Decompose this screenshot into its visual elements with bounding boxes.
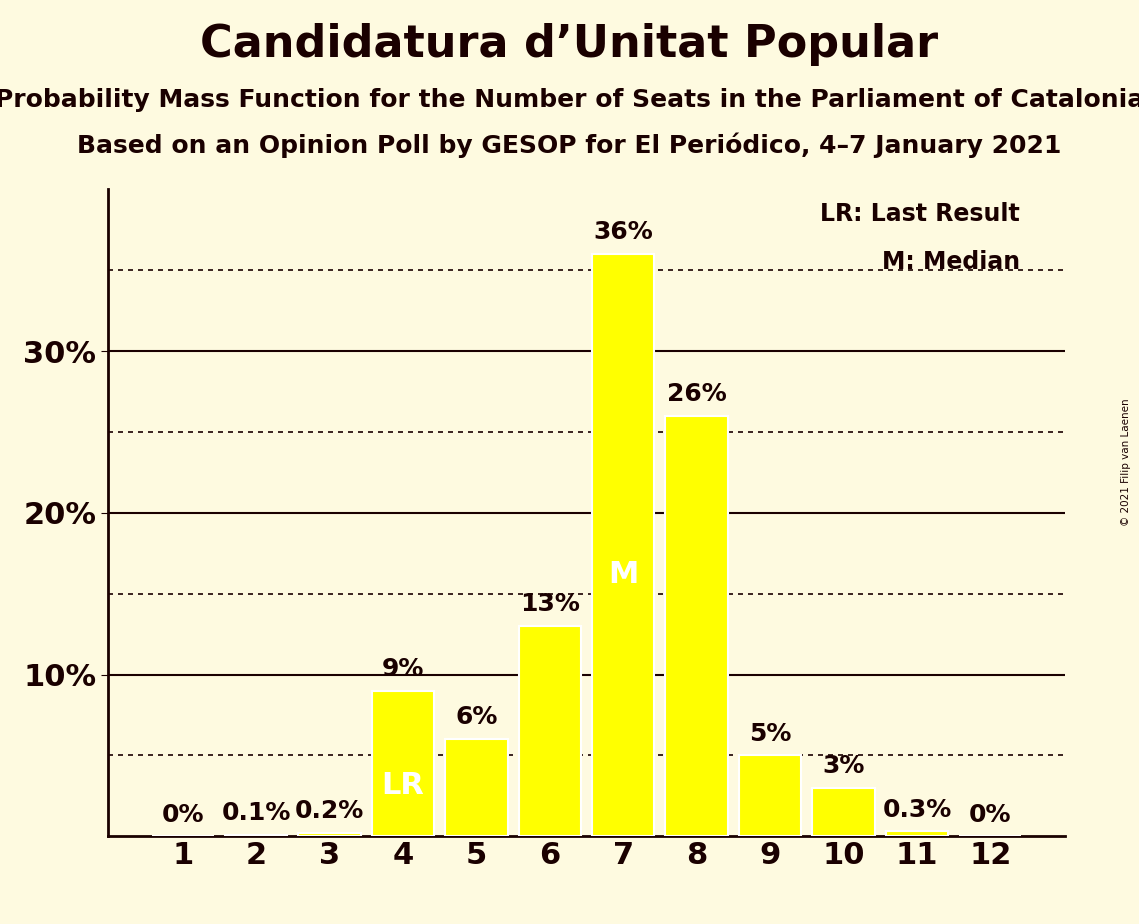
Text: Probability Mass Function for the Number of Seats in the Parliament of Catalonia: Probability Mass Function for the Number… bbox=[0, 88, 1139, 112]
Bar bbox=[518, 626, 581, 836]
Bar bbox=[665, 416, 728, 836]
Text: Based on an Opinion Poll by GESOP for El Periódico, 4–7 January 2021: Based on an Opinion Poll by GESOP for El… bbox=[77, 132, 1062, 158]
Text: M: Median: M: Median bbox=[882, 250, 1019, 274]
Text: 0.2%: 0.2% bbox=[295, 799, 364, 823]
Bar bbox=[812, 787, 875, 836]
Text: LR: LR bbox=[382, 771, 425, 800]
Text: 6%: 6% bbox=[456, 706, 498, 730]
Bar bbox=[372, 691, 434, 836]
Text: 26%: 26% bbox=[666, 383, 727, 407]
Bar bbox=[739, 756, 801, 836]
Text: 0%: 0% bbox=[162, 803, 204, 827]
Text: 3%: 3% bbox=[822, 754, 865, 778]
Text: M: M bbox=[608, 560, 639, 589]
Text: 0%: 0% bbox=[969, 803, 1011, 827]
Text: © 2021 Filip van Laenen: © 2021 Filip van Laenen bbox=[1121, 398, 1131, 526]
Text: 0.1%: 0.1% bbox=[222, 801, 290, 825]
Bar bbox=[226, 834, 287, 836]
Text: 0.3%: 0.3% bbox=[883, 797, 951, 821]
Text: 36%: 36% bbox=[593, 221, 653, 244]
Text: LR: Last Result: LR: Last Result bbox=[820, 201, 1019, 225]
Bar bbox=[886, 832, 948, 836]
Text: 13%: 13% bbox=[519, 592, 580, 616]
Text: Candidatura d’Unitat Popular: Candidatura d’Unitat Popular bbox=[200, 23, 939, 67]
Bar bbox=[298, 833, 361, 836]
Bar bbox=[445, 739, 508, 836]
Text: 9%: 9% bbox=[382, 657, 424, 681]
Text: 5%: 5% bbox=[749, 722, 792, 746]
Bar bbox=[592, 254, 655, 836]
